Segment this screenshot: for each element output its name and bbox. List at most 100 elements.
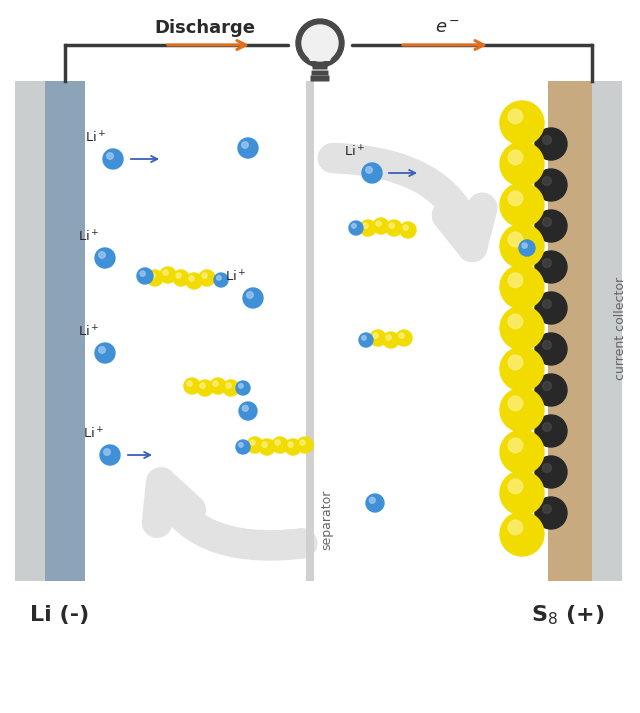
Circle shape <box>500 265 544 309</box>
Text: current collector: current collector <box>614 277 627 379</box>
Text: Li$^+$: Li$^+$ <box>344 145 366 160</box>
Circle shape <box>399 333 404 338</box>
Circle shape <box>543 135 552 145</box>
Circle shape <box>296 19 344 67</box>
Circle shape <box>239 384 243 388</box>
Circle shape <box>535 333 567 365</box>
Circle shape <box>247 437 263 453</box>
Circle shape <box>160 267 176 283</box>
Circle shape <box>239 443 243 447</box>
Circle shape <box>508 355 523 369</box>
Circle shape <box>95 343 115 363</box>
Circle shape <box>262 442 268 447</box>
Circle shape <box>243 288 263 308</box>
Circle shape <box>360 220 376 236</box>
FancyBboxPatch shape <box>15 81 45 581</box>
Circle shape <box>242 142 248 148</box>
Circle shape <box>500 512 544 556</box>
Circle shape <box>163 270 168 275</box>
Circle shape <box>535 497 567 529</box>
Circle shape <box>137 268 153 284</box>
Circle shape <box>250 440 255 445</box>
Circle shape <box>535 128 567 160</box>
Circle shape <box>522 243 527 248</box>
Circle shape <box>189 276 195 281</box>
Circle shape <box>543 463 552 473</box>
Circle shape <box>369 498 375 503</box>
Circle shape <box>202 273 207 278</box>
Text: Li (-): Li (-) <box>30 605 90 625</box>
Circle shape <box>500 183 544 227</box>
Circle shape <box>223 380 239 396</box>
Circle shape <box>535 251 567 283</box>
Circle shape <box>259 439 275 455</box>
Circle shape <box>243 405 248 411</box>
Circle shape <box>103 149 123 169</box>
Circle shape <box>236 440 250 454</box>
Circle shape <box>376 221 381 226</box>
Circle shape <box>302 25 338 61</box>
Text: separator: separator <box>320 490 333 550</box>
Circle shape <box>370 330 386 346</box>
Circle shape <box>214 273 228 287</box>
Polygon shape <box>296 43 344 63</box>
Circle shape <box>200 383 205 389</box>
Circle shape <box>95 248 115 268</box>
Circle shape <box>508 232 523 247</box>
Circle shape <box>99 347 106 354</box>
Circle shape <box>543 423 552 431</box>
Circle shape <box>500 471 544 515</box>
Circle shape <box>104 448 110 456</box>
Circle shape <box>508 479 523 493</box>
Circle shape <box>197 380 213 396</box>
Circle shape <box>519 240 535 256</box>
Circle shape <box>288 442 293 447</box>
Circle shape <box>199 270 215 286</box>
Circle shape <box>508 520 523 535</box>
Circle shape <box>508 191 523 205</box>
Circle shape <box>272 437 288 453</box>
Circle shape <box>500 306 544 350</box>
Circle shape <box>297 437 313 453</box>
Circle shape <box>508 150 523 165</box>
Circle shape <box>176 273 181 278</box>
Text: Li$^+$: Li$^+$ <box>225 270 247 285</box>
Text: e$^-$: e$^-$ <box>435 19 460 37</box>
Text: Li$^+$: Li$^+$ <box>83 426 105 442</box>
Circle shape <box>300 440 305 445</box>
Text: Discharge: Discharge <box>154 19 255 37</box>
Circle shape <box>386 335 391 340</box>
Circle shape <box>373 333 378 338</box>
Text: Li$^+$: Li$^+$ <box>78 230 100 245</box>
FancyBboxPatch shape <box>592 81 622 581</box>
FancyBboxPatch shape <box>312 64 328 69</box>
Circle shape <box>396 330 412 346</box>
Circle shape <box>238 138 258 158</box>
Circle shape <box>366 494 384 512</box>
Circle shape <box>508 314 523 329</box>
Text: Li$^+$: Li$^+$ <box>78 324 100 340</box>
Circle shape <box>226 383 231 389</box>
Circle shape <box>543 217 552 227</box>
FancyBboxPatch shape <box>310 76 330 81</box>
Circle shape <box>365 167 372 173</box>
Circle shape <box>508 396 523 411</box>
FancyBboxPatch shape <box>306 81 314 581</box>
FancyBboxPatch shape <box>312 71 328 76</box>
Circle shape <box>239 402 257 420</box>
Text: S$_8$ (+): S$_8$ (+) <box>531 603 605 627</box>
Circle shape <box>508 273 523 287</box>
Circle shape <box>535 292 567 324</box>
Circle shape <box>173 270 189 286</box>
Circle shape <box>543 299 552 309</box>
FancyBboxPatch shape <box>548 81 592 581</box>
Circle shape <box>359 333 373 347</box>
Circle shape <box>535 456 567 488</box>
Circle shape <box>285 439 301 455</box>
Circle shape <box>186 273 202 289</box>
Circle shape <box>362 163 382 183</box>
Circle shape <box>147 270 163 286</box>
FancyBboxPatch shape <box>45 81 85 581</box>
Circle shape <box>389 223 394 228</box>
Circle shape <box>500 430 544 474</box>
